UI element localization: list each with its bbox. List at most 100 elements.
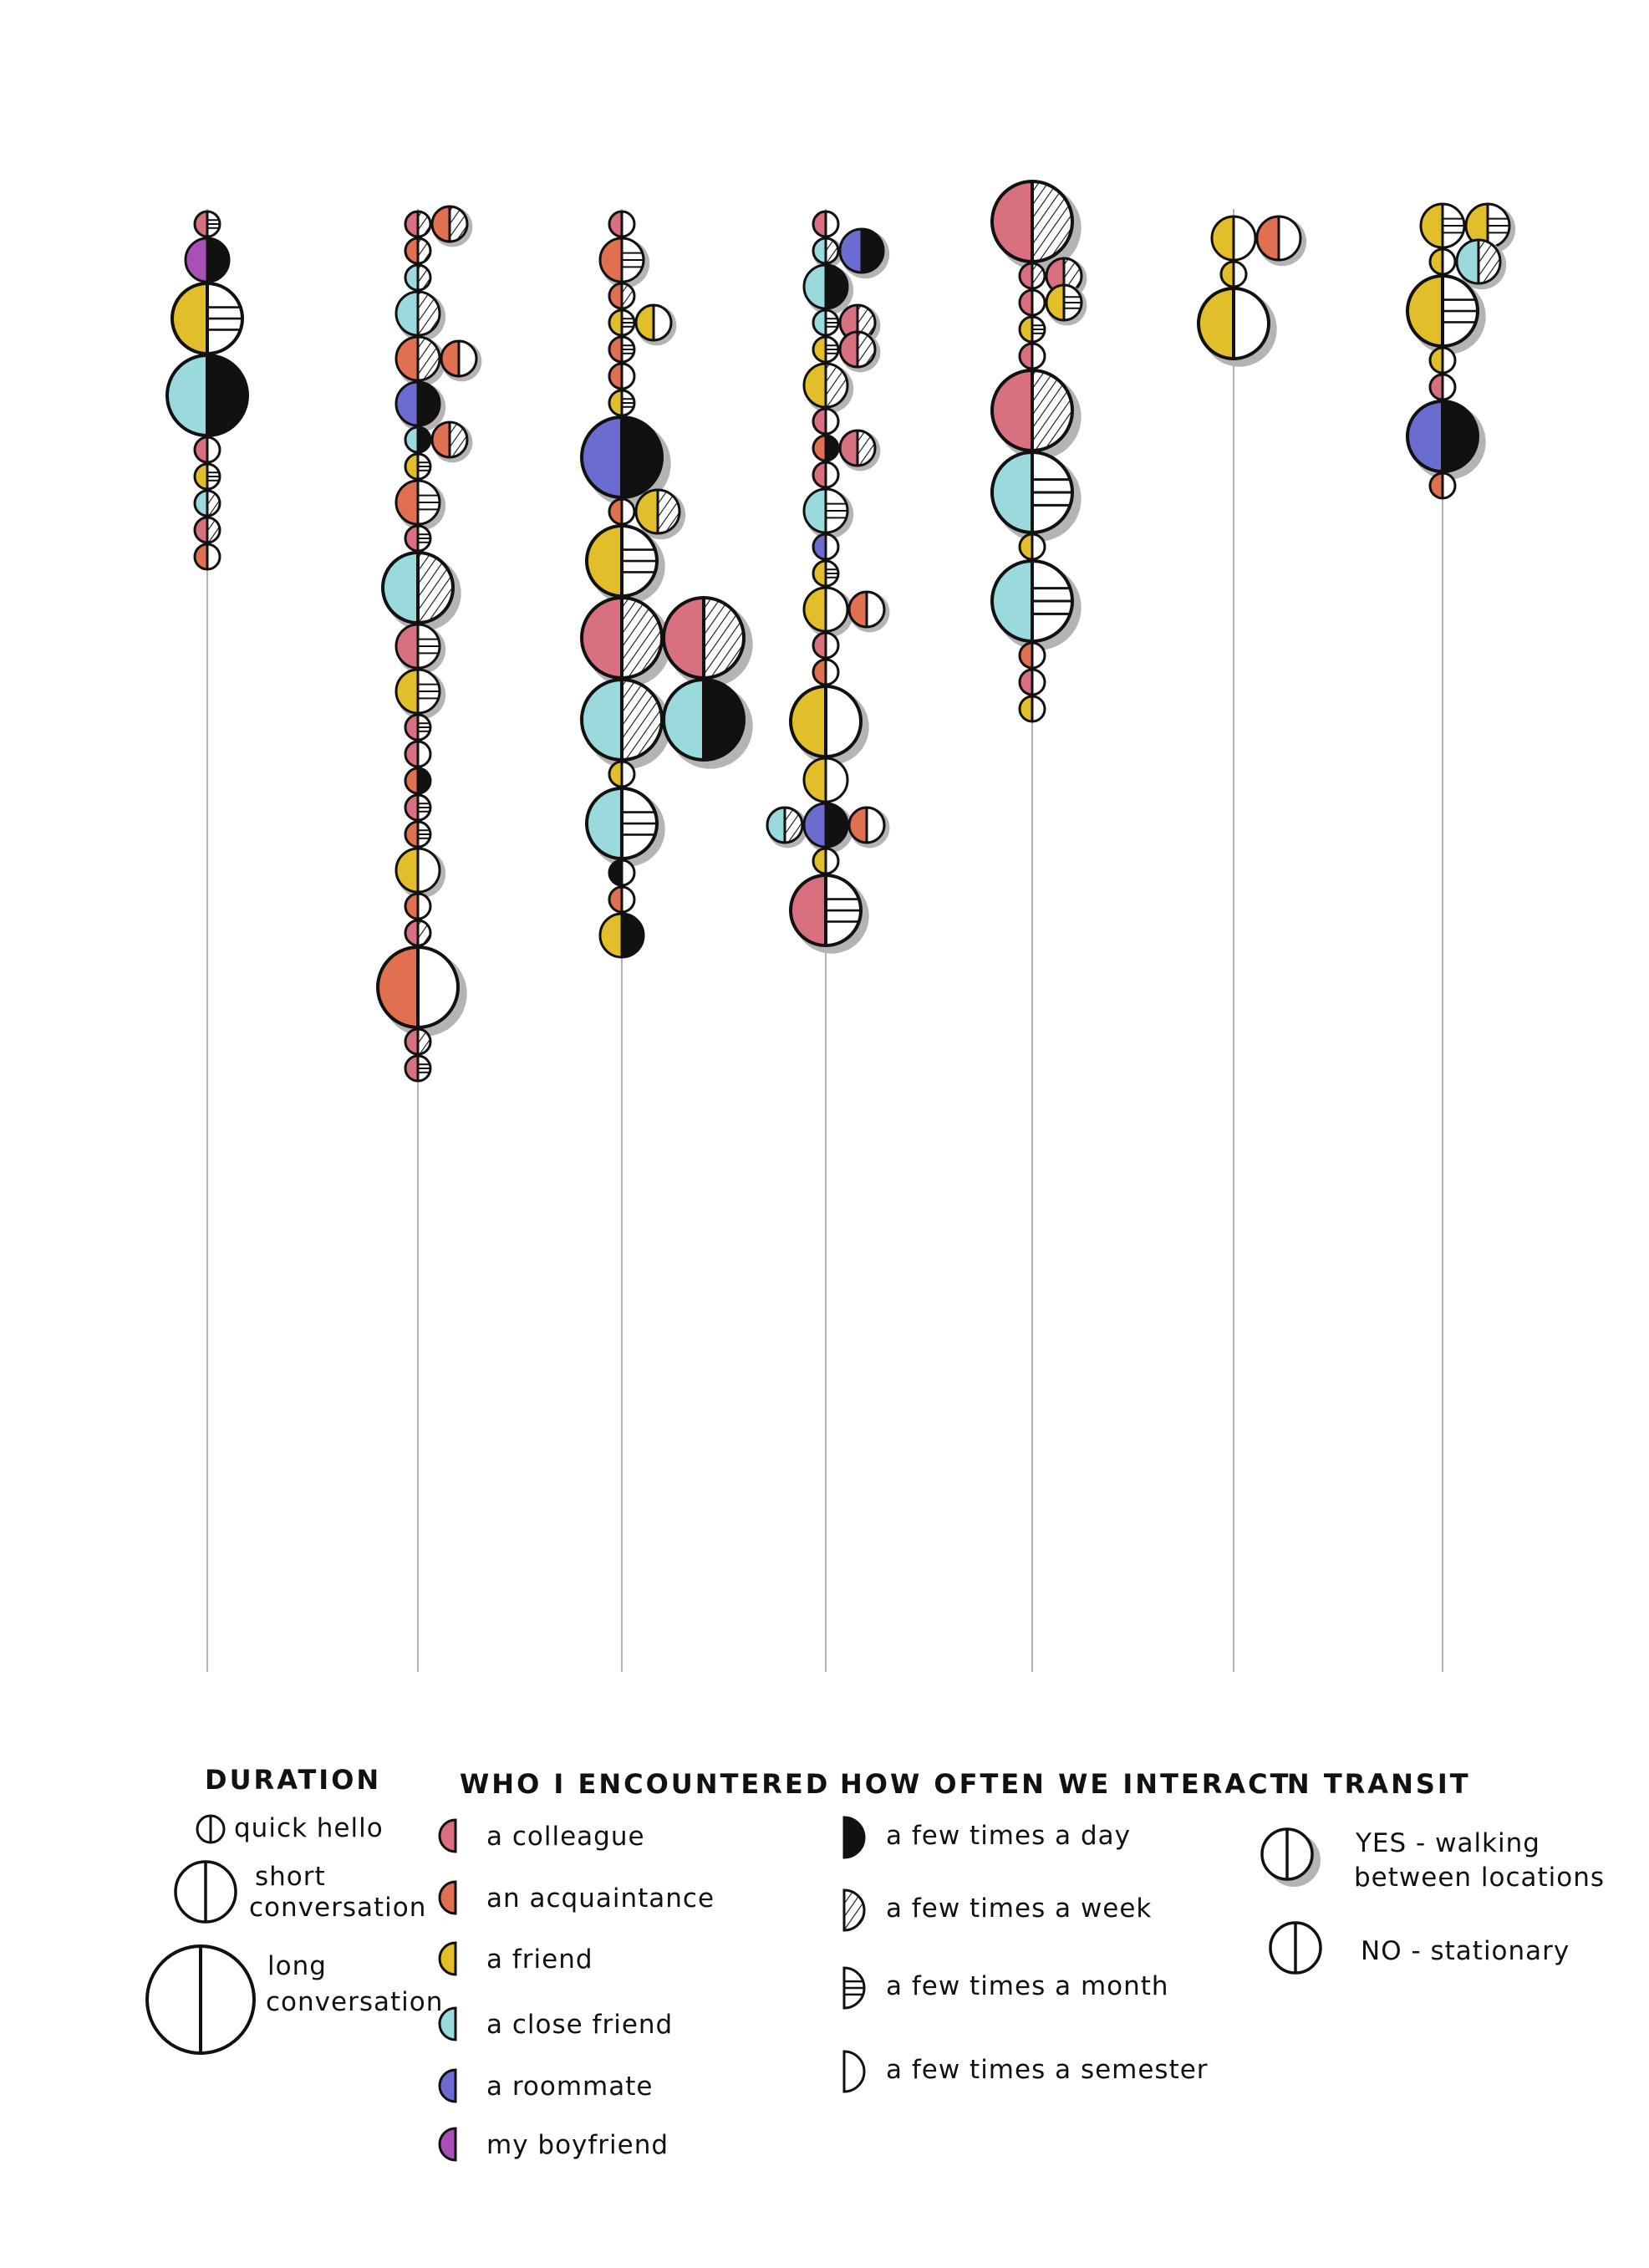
encounter-bead <box>404 892 432 920</box>
legend-title: IN TRANSIT <box>1275 1768 1471 1800</box>
encounter-half <box>804 588 826 631</box>
frequency-half <box>418 894 430 919</box>
frequency-half <box>1443 473 1455 498</box>
encounter-half <box>813 337 826 362</box>
encounter-half <box>396 382 418 426</box>
encounter-half <box>1020 290 1032 315</box>
encounter-bead <box>193 210 221 238</box>
frequency-half <box>658 490 679 533</box>
encounter-bead <box>394 847 446 899</box>
timeline-column <box>1406 202 1516 1672</box>
encounter-half <box>195 464 207 489</box>
frequency-half <box>207 517 220 543</box>
legend-label: quick hello <box>234 1813 384 1843</box>
encounter-bead <box>812 308 840 337</box>
frequency-half <box>1032 344 1045 369</box>
encounter-bead <box>990 559 1082 650</box>
encounter-bead <box>789 685 869 765</box>
timeline-column <box>990 180 1087 1672</box>
frequency-half <box>418 553 453 623</box>
frequency-half <box>1443 249 1455 274</box>
legend-swatch <box>438 2006 457 2041</box>
legend-transit: IN TRANSIT YES - walking between locations… <box>1260 1768 1605 1975</box>
encounter-half <box>1020 696 1032 721</box>
encounter-bead <box>1018 315 1046 344</box>
encounter-half <box>1430 249 1443 274</box>
encounter-bead <box>1210 215 1257 262</box>
frequency-half <box>418 742 430 767</box>
encounter-bead <box>394 479 446 531</box>
encounter-half <box>849 808 867 843</box>
frequency-half <box>826 758 847 802</box>
encounter-bead <box>1018 342 1046 370</box>
encounter-half <box>1020 317 1032 342</box>
frequency-half <box>450 422 467 457</box>
frequency-half <box>622 887 634 912</box>
side-bead <box>838 227 890 279</box>
encounter-half <box>1407 401 1443 471</box>
encounter-bead <box>812 407 840 436</box>
encounter-half <box>432 422 450 457</box>
frequency-half <box>704 680 744 760</box>
frequency-half <box>867 592 884 627</box>
frequency-half <box>826 409 838 434</box>
legend-label: between locations <box>1354 1863 1605 1893</box>
frequency-half <box>1234 262 1246 287</box>
encounter-bead <box>990 451 1082 542</box>
encounter-half <box>396 481 418 524</box>
encounter-bead <box>608 859 636 887</box>
encounter-half <box>1212 217 1234 260</box>
encounter-half <box>587 788 622 859</box>
encounter-bead <box>812 210 840 238</box>
encounter-half <box>405 265 418 290</box>
encounter-bead <box>1018 262 1046 290</box>
encounter-bead <box>802 757 849 803</box>
legend-label: my boyfriend <box>486 2130 669 2160</box>
encounter-half <box>609 762 622 787</box>
encounter-half <box>849 592 867 627</box>
encounter-half <box>1199 288 1234 359</box>
side-bead <box>766 806 808 849</box>
encounter-bead <box>802 586 854 638</box>
encounter-half <box>195 491 207 516</box>
side-bead <box>1045 283 1087 326</box>
frequency-half <box>1234 217 1255 260</box>
encounter-half <box>992 370 1032 451</box>
encounter-half <box>609 390 622 415</box>
encounter-half <box>405 920 418 945</box>
encounter-bead <box>376 945 467 1037</box>
frequency-half <box>826 633 838 658</box>
encounter-bead <box>404 210 432 238</box>
encounter-bead <box>812 533 840 561</box>
legend-swatch <box>842 1888 866 1932</box>
encounter-half <box>1430 473 1443 498</box>
encounter-half <box>195 212 207 237</box>
encounter-half <box>1457 240 1479 283</box>
frequency-half <box>1443 348 1455 373</box>
encounter-bead <box>381 551 461 631</box>
frequency-half <box>867 808 884 843</box>
encounter-bead <box>404 452 432 481</box>
frequency-half <box>418 920 430 945</box>
legend-label: conversation <box>266 1987 443 2017</box>
frequency-half <box>826 462 838 487</box>
encounter-half <box>804 265 826 308</box>
encounter-half <box>1020 534 1032 559</box>
encounter-bead <box>404 1027 432 1056</box>
frequency-half <box>207 491 220 516</box>
frequency-half <box>418 337 440 380</box>
encounter-half <box>992 452 1032 533</box>
frequency-half <box>826 686 861 757</box>
encounter-half <box>405 212 418 237</box>
encounter-half <box>813 561 826 586</box>
encounter-bead <box>812 434 840 462</box>
frequency-half <box>826 849 838 874</box>
legend-who: WHO I ENCOUNTERED a colleague an acquainta… <box>438 1768 827 2162</box>
encounter-half <box>609 310 622 335</box>
encounter-half <box>396 849 418 892</box>
frequency-half <box>418 238 430 263</box>
timeline-column <box>1197 209 1307 1672</box>
encounter-half <box>1430 348 1443 373</box>
legend-label: YES - walking <box>1355 1828 1540 1858</box>
encounter-half <box>396 670 418 713</box>
